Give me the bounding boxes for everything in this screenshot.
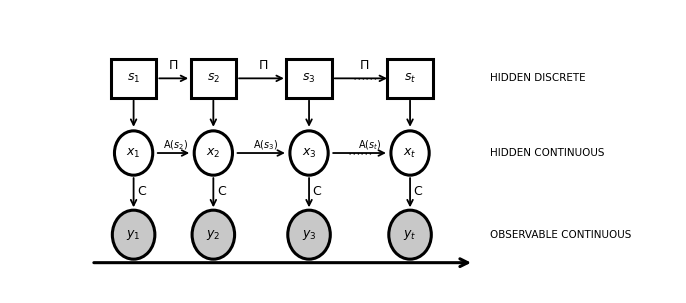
Text: HIDDEN DISCRETE: HIDDEN DISCRETE <box>490 73 585 83</box>
Text: OBSERVABLE CONTINUOUS: OBSERVABLE CONTINUOUS <box>490 230 631 240</box>
Text: $x_2$: $x_2$ <box>206 146 220 160</box>
Text: $s_1$: $s_1$ <box>127 72 140 85</box>
Text: HIDDEN CONTINUOUS: HIDDEN CONTINUOUS <box>490 148 604 158</box>
Text: $x_3$: $x_3$ <box>302 146 316 160</box>
Text: Π: Π <box>259 59 268 72</box>
Text: $s_t$: $s_t$ <box>404 72 416 85</box>
Ellipse shape <box>192 210 235 259</box>
Text: C: C <box>414 185 423 198</box>
FancyBboxPatch shape <box>111 59 156 98</box>
Ellipse shape <box>389 210 431 259</box>
Ellipse shape <box>290 131 328 175</box>
Text: $\cdots\cdots$: $\cdots\cdots$ <box>352 72 378 85</box>
Text: A($s_t$): A($s_t$) <box>359 138 382 152</box>
Ellipse shape <box>113 210 155 259</box>
Text: $s_3$: $s_3$ <box>303 72 316 85</box>
Ellipse shape <box>194 131 233 175</box>
FancyBboxPatch shape <box>388 59 433 98</box>
Text: C: C <box>217 185 226 198</box>
Text: A($s_2$): A($s_2$) <box>163 138 188 152</box>
Ellipse shape <box>115 131 153 175</box>
Text: A($s_3$): A($s_3$) <box>253 138 278 152</box>
Text: $y_t$: $y_t$ <box>403 228 417 242</box>
Ellipse shape <box>391 131 429 175</box>
Text: $\cdots\cdots$: $\cdots\cdots$ <box>346 147 372 159</box>
Text: $y_1$: $y_1$ <box>126 228 141 242</box>
FancyBboxPatch shape <box>287 59 331 98</box>
Text: $s_2$: $s_2$ <box>206 72 220 85</box>
Text: C: C <box>313 185 322 198</box>
Text: $y_2$: $y_2$ <box>206 228 220 242</box>
Text: Π: Π <box>360 59 370 72</box>
Text: $y_3$: $y_3$ <box>302 228 316 242</box>
Text: C: C <box>137 185 146 198</box>
FancyBboxPatch shape <box>191 59 236 98</box>
Text: $x_1$: $x_1$ <box>126 146 141 160</box>
Ellipse shape <box>288 210 331 259</box>
Text: Π: Π <box>169 59 178 72</box>
Text: $x_t$: $x_t$ <box>403 146 417 160</box>
